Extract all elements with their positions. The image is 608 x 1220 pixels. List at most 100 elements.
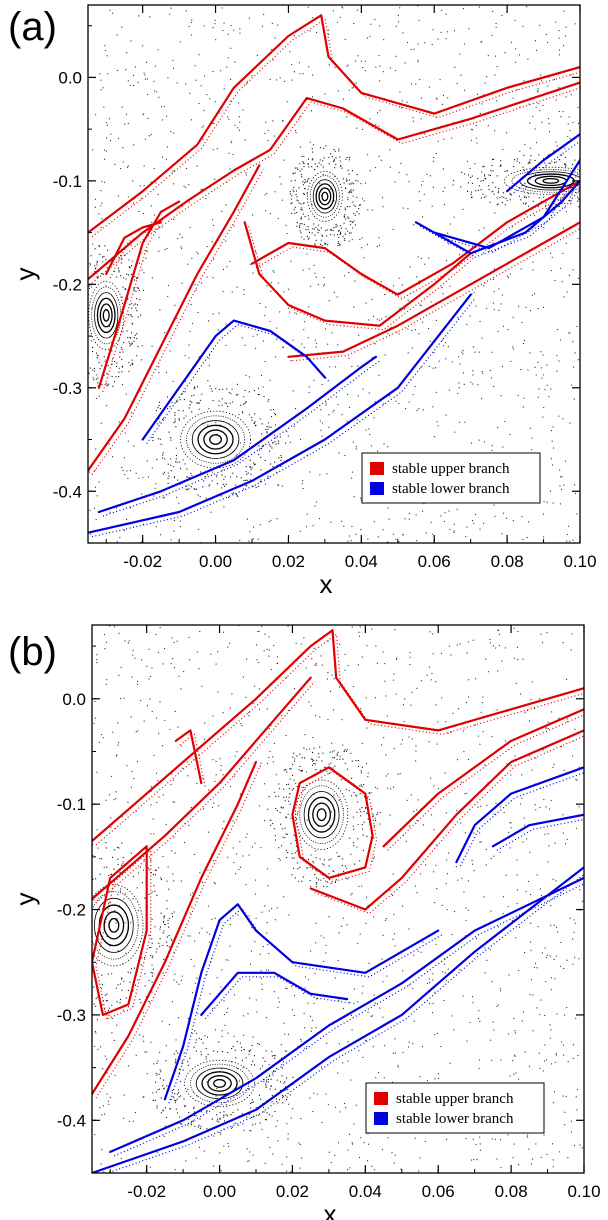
chaotic-point (266, 648, 268, 651)
island-layer-point (196, 386, 199, 388)
chaotic-point (359, 238, 361, 240)
island-layer-point (89, 367, 91, 369)
manifold-curve (92, 866, 584, 1173)
chaotic-point (243, 289, 245, 291)
x-axis-title: x (324, 1199, 337, 1220)
island-layer-point (516, 160, 518, 162)
chaotic-point (349, 1002, 351, 1004)
chaotic-point (367, 1143, 370, 1145)
chaotic-point (276, 907, 278, 909)
chaotic-point (347, 1149, 349, 1151)
island-layer-point (269, 450, 271, 452)
island-layer-point (328, 163, 330, 165)
chaotic-point (173, 183, 175, 185)
chaotic-point (415, 745, 417, 747)
chaotic-point (512, 348, 514, 350)
chaotic-point (508, 831, 510, 833)
island-layer-point (135, 290, 137, 292)
island-layer-point (162, 972, 164, 974)
island-layer-point (205, 1056, 207, 1058)
chaotic-point (238, 116, 240, 118)
island-layer-point (603, 167, 604, 168)
island-layer-point (545, 202, 547, 204)
chaotic-point (198, 668, 200, 670)
chaotic-point (108, 903, 110, 905)
island-layer-point (222, 388, 224, 390)
chaotic-point (386, 975, 388, 977)
chaotic-point (357, 824, 359, 826)
chaotic-point (260, 970, 262, 972)
chaotic-point (411, 691, 413, 693)
chaotic-point (94, 198, 97, 200)
chaotic-point (570, 74, 572, 76)
island-layer-point (335, 223, 337, 226)
island-layer-point (514, 159, 516, 161)
chaotic-point (191, 323, 193, 325)
chaotic-point (570, 649, 572, 651)
island-layer-point (77, 931, 78, 932)
island-layer-point (505, 197, 507, 199)
chaotic-point (230, 25, 232, 27)
chaotic-point (369, 433, 371, 436)
chaotic-point (339, 160, 341, 162)
island-layer-point (322, 160, 324, 162)
chaotic-point (540, 999, 542, 1001)
chaotic-point (452, 712, 454, 714)
chaotic-point (515, 1072, 517, 1074)
manifold-dotted-strand (419, 188, 580, 258)
chaotic-point (469, 315, 471, 317)
island-layer-point (155, 1091, 157, 1093)
chaotic-point (479, 832, 481, 834)
chaotic-point (269, 1146, 271, 1149)
island-layer-point (314, 244, 316, 246)
chaotic-point (334, 977, 336, 979)
chaotic-point (458, 387, 460, 389)
chaotic-point (437, 1073, 439, 1075)
island-layer-point (101, 858, 103, 860)
chaotic-point (385, 316, 387, 318)
chaotic-point (214, 780, 216, 782)
chaotic-point (223, 820, 225, 822)
chaotic-point (348, 535, 351, 537)
island-layer-point (168, 935, 170, 937)
island-layer-point (175, 426, 177, 428)
island-layer-point (320, 239, 322, 241)
chaotic-point (361, 656, 363, 658)
chaotic-point (264, 132, 266, 134)
manifold-curve (433, 159, 580, 250)
chaotic-point (220, 986, 222, 988)
island-layer-point (328, 772, 330, 774)
island-layer-point (139, 298, 141, 301)
chaotic-point (309, 1015, 312, 1017)
island-layer-point (122, 351, 124, 353)
island-layer-point (151, 942, 153, 944)
chaotic-point (423, 193, 425, 195)
island-layer-point (296, 845, 298, 847)
island-layer-point (339, 243, 341, 245)
chaotic-point (249, 1129, 251, 1132)
chaotic-point (191, 257, 193, 259)
chaotic-point (255, 917, 257, 919)
chaotic-point (381, 1148, 383, 1151)
island-layer-point (280, 465, 282, 468)
chaotic-point (535, 1143, 537, 1145)
chaotic-point (190, 806, 192, 809)
chaotic-point (102, 737, 104, 739)
chaotic-point (229, 785, 232, 787)
chaotic-point (290, 360, 292, 362)
chaotic-point (195, 897, 197, 899)
chaotic-point (228, 392, 230, 394)
chaotic-point (234, 124, 236, 126)
chaotic-point (565, 156, 567, 159)
chaotic-point (170, 784, 172, 786)
island-layer-point (130, 337, 132, 339)
island-layer-point (298, 225, 301, 227)
island-layer-point (95, 352, 98, 354)
chaotic-point (368, 319, 370, 321)
island-layer-point (307, 158, 310, 160)
island-layer-point (293, 209, 295, 211)
island-layer-point (216, 1114, 218, 1116)
chaotic-point (307, 6, 309, 8)
island-layer-point (249, 1049, 252, 1051)
island-layer-point (158, 942, 160, 944)
